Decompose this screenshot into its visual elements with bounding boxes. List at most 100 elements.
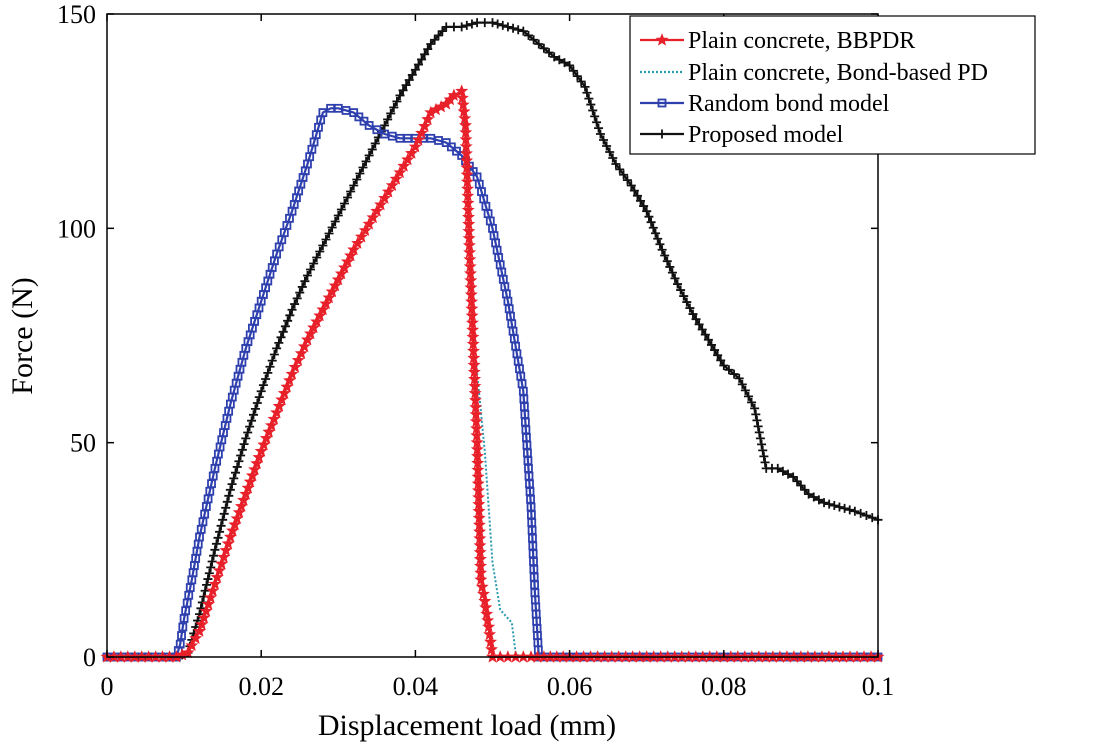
data-point-plain-concrete-bbpdr — [259, 431, 273, 444]
data-point-proposed-model — [358, 162, 368, 172]
data-point-proposed-model — [297, 282, 307, 292]
data-point-plain-concrete-bbpdr — [206, 584, 220, 597]
data-point-proposed-model — [682, 297, 692, 307]
data-point-plain-concrete-bbpdr — [195, 617, 209, 631]
data-point-proposed-model — [457, 22, 467, 32]
data-point-plain-concrete-bbpdr — [283, 373, 296, 387]
data-point-proposed-model — [673, 279, 683, 289]
data-point-proposed-model — [594, 123, 604, 133]
data-point-proposed-model — [642, 206, 652, 216]
data-point-proposed-model — [595, 129, 605, 139]
data-point-plain-concrete-bbpdr — [366, 210, 380, 224]
data-point-proposed-model — [565, 60, 575, 70]
data-point-proposed-model — [688, 309, 698, 319]
data-point-proposed-model — [488, 18, 497, 28]
data-point-proposed-model — [274, 338, 284, 348]
series-plain-concrete-bond-based-pd — [107, 90, 878, 658]
data-point-proposed-model — [867, 513, 877, 523]
data-point-proposed-model — [327, 222, 337, 232]
data-point-proposed-model — [778, 466, 788, 476]
data-point-plain-concrete-bbpdr — [189, 631, 203, 644]
data-point-proposed-model — [602, 141, 612, 151]
data-point-plain-concrete-bbpdr — [310, 314, 324, 328]
data-point-proposed-model — [269, 349, 279, 359]
data-point-proposed-model — [309, 258, 319, 268]
data-point-proposed-model — [292, 293, 302, 303]
data-point-proposed-model — [773, 463, 783, 473]
data-point-plain-concrete-bbpdr — [185, 638, 199, 652]
data-point-plain-concrete-bbpdr — [181, 645, 195, 659]
data-point-proposed-model — [224, 491, 234, 501]
data-point-plain-concrete-bbpdr — [378, 191, 392, 204]
data-point-plain-concrete-bbpdr — [351, 236, 365, 249]
data-point-proposed-model — [395, 90, 405, 100]
data-point-proposed-model — [236, 451, 246, 461]
data-point-plain-concrete-bbpdr — [341, 254, 355, 268]
data-point-proposed-model — [611, 159, 621, 169]
data-point-proposed-model — [278, 327, 288, 337]
series-line-plain-concrete-bond-based-pd — [107, 90, 878, 658]
data-point-proposed-model — [747, 397, 757, 407]
data-point-proposed-model — [691, 314, 701, 324]
data-point-proposed-model — [423, 44, 433, 54]
data-point-proposed-model — [580, 82, 590, 92]
legend-label-proposed-model: Proposed model — [688, 122, 844, 148]
data-point-proposed-model — [758, 445, 768, 455]
data-point-proposed-model — [582, 88, 592, 98]
data-point-proposed-model — [657, 245, 667, 255]
data-point-plain-concrete-bbpdr — [322, 290, 336, 304]
data-point-plain-concrete-bbpdr — [331, 272, 345, 286]
data-point-proposed-model — [219, 509, 229, 519]
data-point-proposed-model — [330, 216, 340, 226]
data-point-plain-concrete-bbpdr — [219, 543, 233, 556]
data-point-proposed-model — [234, 456, 244, 466]
data-point-proposed-model — [576, 77, 586, 87]
data-point-plain-concrete-bbpdr — [277, 386, 291, 399]
data-point-proposed-model — [404, 75, 414, 85]
data-point-plain-concrete-bbpdr — [291, 353, 305, 366]
data-point-proposed-model — [392, 96, 402, 106]
data-point-plain-concrete-bbpdr — [215, 557, 229, 570]
data-point-proposed-model — [824, 499, 834, 509]
data-point-plain-concrete-bbpdr — [197, 610, 211, 624]
data-point-plain-concrete-bbpdr — [483, 627, 497, 640]
data-point-proposed-model — [232, 462, 242, 472]
data-point-proposed-model — [655, 239, 665, 249]
data-point-proposed-model — [410, 65, 420, 75]
data-point-proposed-model — [632, 191, 642, 201]
data-point-plain-concrete-bbpdr — [288, 360, 302, 373]
data-point-proposed-model — [608, 153, 618, 163]
data-point-proposed-model — [267, 356, 277, 366]
data-point-proposed-model — [834, 502, 844, 512]
data-point-proposed-model — [740, 385, 750, 395]
data-point-proposed-model — [544, 48, 554, 58]
data-point-proposed-model — [679, 291, 689, 301]
data-point-plain-concrete-bbpdr — [385, 178, 399, 191]
legend-label-plain-concrete-bond-based-pd: Plain concrete, Bond-based PD — [688, 60, 988, 86]
data-point-proposed-model — [653, 234, 663, 244]
data-point-plain-concrete-bbpdr — [370, 204, 384, 217]
data-point-proposed-model — [584, 94, 594, 104]
legend-label-plain-concrete-bbpdr: Plain concrete, BBPDR — [688, 28, 915, 54]
data-point-proposed-model — [670, 273, 680, 283]
legend-item-plain-concrete-bond-based-pd: Plain concrete, Bond-based PD — [640, 60, 988, 86]
data-point-proposed-model — [549, 52, 559, 62]
data-point-plain-concrete-bbpdr — [477, 587, 490, 600]
data-point-proposed-model — [204, 568, 214, 578]
data-point-plain-concrete-bbpdr — [254, 444, 268, 457]
data-point-plain-concrete-bbpdr — [401, 152, 415, 166]
data-point-plain-concrete-bbpdr — [418, 119, 432, 132]
data-point-proposed-model — [716, 355, 726, 365]
data-point-plain-concrete-bbpdr — [344, 248, 358, 262]
data-point-plain-concrete-bbpdr — [212, 563, 226, 577]
y-tick-label: 150 — [57, 0, 96, 29]
data-point-proposed-model — [265, 362, 275, 372]
data-point-plain-concrete-bbpdr — [338, 260, 351, 274]
data-point-plain-concrete-bbpdr — [482, 620, 496, 633]
data-point-proposed-model — [737, 379, 747, 389]
x-tick-label: 0.1 — [862, 672, 895, 701]
data-point-proposed-model — [401, 80, 411, 90]
data-point-proposed-model — [783, 469, 793, 479]
data-point-proposed-model — [534, 39, 544, 49]
data-point-proposed-model — [814, 495, 824, 505]
